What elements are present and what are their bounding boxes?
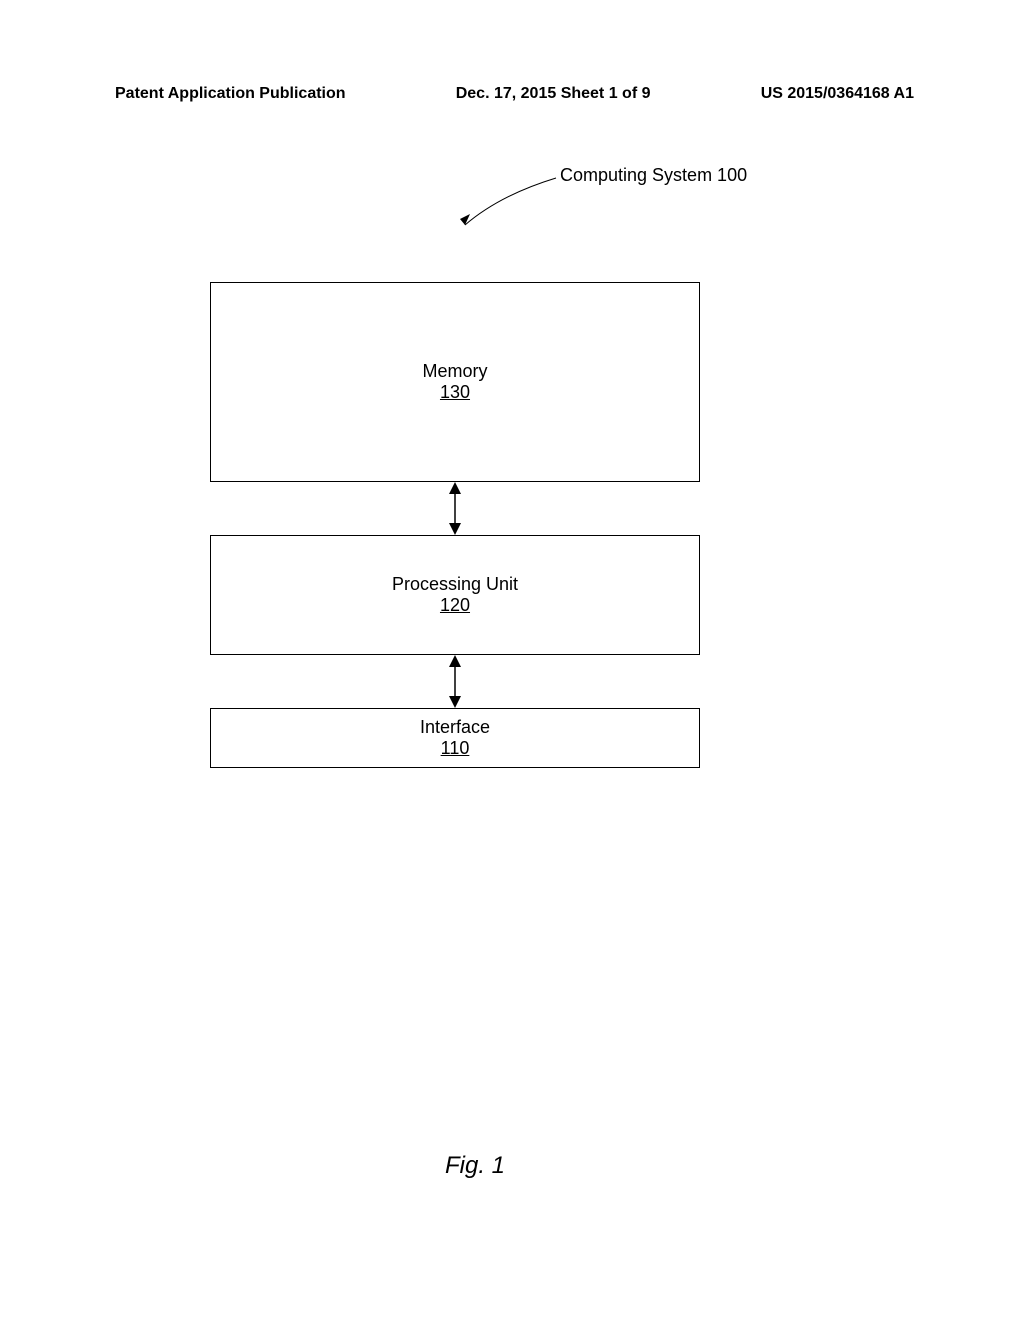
processing-label: Processing Unit (392, 574, 518, 595)
figure-caption: Fig. 1 (445, 1152, 505, 1180)
memory-box: Memory 130 (210, 282, 700, 482)
diagram-svg (0, 0, 1024, 1320)
processing-unit-box: Processing Unit 120 (210, 535, 700, 655)
callout-computing-system: Computing System 100 (560, 165, 747, 186)
processing-ref: 120 (440, 595, 470, 616)
memory-label: Memory (422, 361, 487, 382)
interface-ref: 110 (441, 738, 470, 759)
diagram-container: Computing System 100 Memory 130 Processi… (0, 0, 1024, 1320)
interface-box: Interface 110 (210, 708, 700, 768)
memory-ref: 130 (440, 382, 470, 403)
interface-label: Interface (420, 717, 490, 738)
